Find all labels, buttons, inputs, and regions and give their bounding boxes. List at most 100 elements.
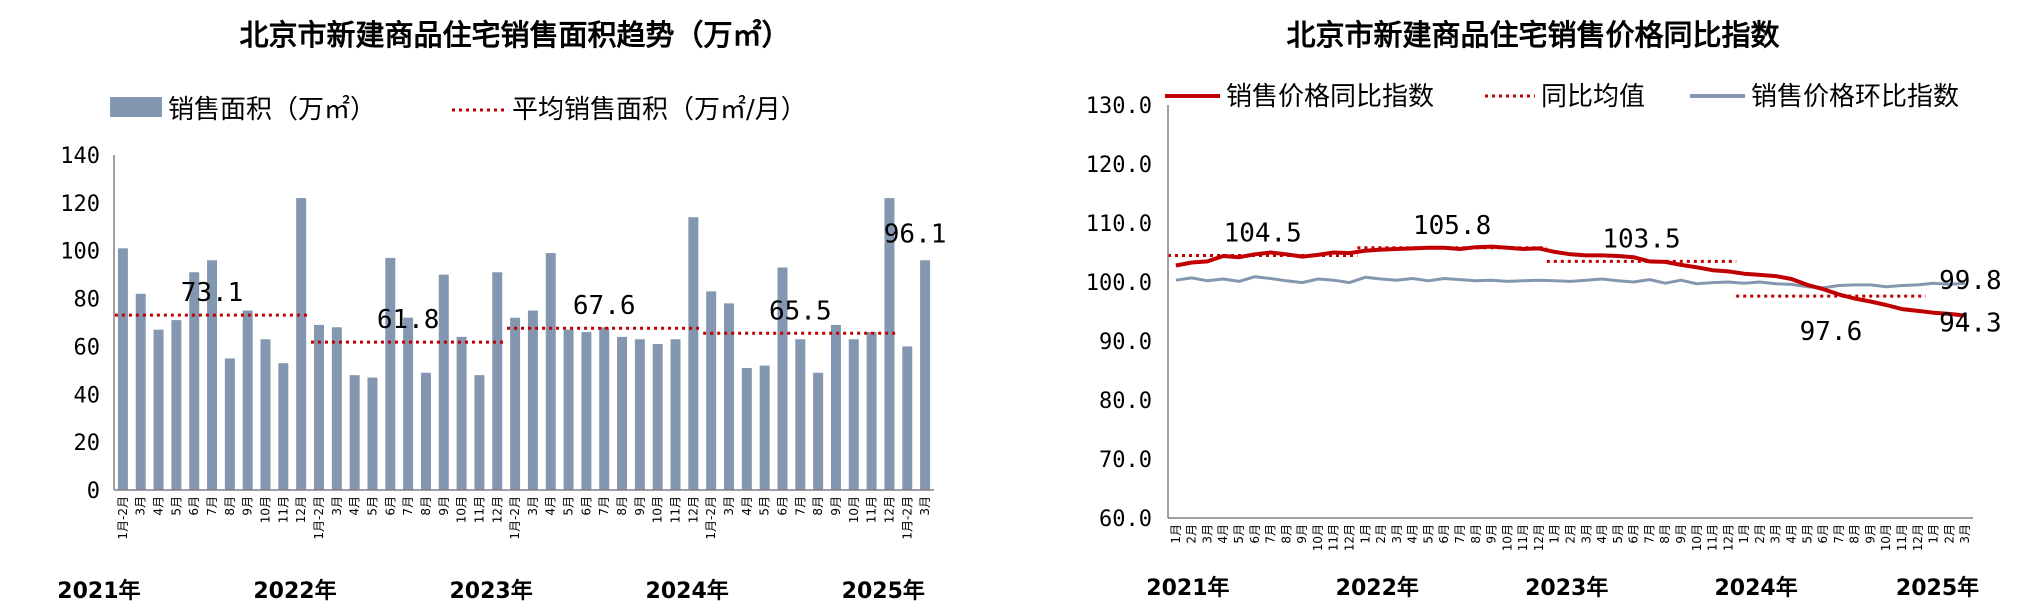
month-label: 12月 [1532,524,1546,551]
month-label: 3月 [1390,524,1404,544]
year-label: 2023年 [449,578,532,604]
month-label: 12月 [1721,524,1735,551]
month-label: 5月 [562,496,576,516]
sales-bar [296,198,307,491]
month-label: 8月 [1848,524,1862,544]
sales-bar [884,198,895,491]
month-label: 12月 [686,496,700,523]
month-label: 2月 [1753,524,1767,544]
month-label: 11月 [865,496,879,523]
year-label: 2025年 [1896,575,1979,601]
left-chart-title: 北京市新建商品住宅销售面积趋势（万㎡） [239,18,790,52]
month-label: 12月 [294,496,308,523]
month-label: 6月 [383,496,397,516]
month-label: 11月 [1895,524,1909,551]
sales-bar [759,365,770,490]
month-label: 1月-2月 [312,496,326,540]
left-y-tick-label: 80 [74,288,101,313]
sales-bar [902,346,913,490]
month-label: 3月 [1579,524,1593,544]
left-y-tick-label: 120 [60,192,100,217]
left-average-lines: 73.1 61.8 67.6 65.5 96.1 [114,219,946,344]
sales-bar [385,257,396,490]
sales-bar [670,339,681,490]
month-label: 8月 [1279,524,1293,544]
month-label: 9月 [633,496,647,516]
month-label: 12月 [1911,524,1925,551]
sales-bar [456,336,467,490]
year-label: 2024年 [1715,575,1798,601]
month-label: 6月 [1627,524,1641,544]
month-label: 1月-2月 [704,496,718,540]
right-y-tick-label: 70.0 [1099,448,1152,473]
average-label: 97.6 [1800,317,1863,347]
price-index-chart: 北京市新建商品住宅销售价格同比指数 销售价格同比指数 同比均值 销售价格环比指数… [1086,18,2002,601]
month-label: 5月 [169,496,183,516]
month-label: 11月 [472,496,486,523]
sales-bar [866,332,877,490]
month-label: 4月 [1216,524,1230,544]
month-label: 12月 [882,496,896,523]
month-label: 9月 [1295,524,1309,544]
sales-bar [848,339,859,490]
sales-bar [617,336,628,490]
year-label: 2022年 [1336,575,1419,601]
sales-bar [920,260,931,490]
month-label: 10月 [1879,524,1893,551]
sales-bar [117,248,128,490]
month-label: 11月 [276,496,290,523]
right-y-tick-label: 80.0 [1099,389,1152,414]
left-y-tick-label: 140 [60,144,100,169]
right-year-labels: 2021年 2022年 2023年 2024年 2025年 [1146,575,1979,601]
month-label: 7月 [1832,524,1846,544]
sales-bar [795,339,806,490]
right-annotations: 104.5 105.8 103.5 97.6 99.8 94.3 [1224,211,2002,347]
average-label: 67.6 [573,291,636,321]
sales-bar [688,217,699,490]
legend-avg-area: 平均销售面积（万㎡/月） [512,95,807,125]
month-label: 1月 [1548,524,1562,544]
legend-mom: 销售价格环比指数 [1751,82,1959,112]
month-label: 7月 [401,496,415,516]
month-label: 3月 [918,496,932,516]
month-label: 8月 [223,496,237,516]
right-y-tick-label: 120.0 [1086,153,1152,178]
month-label: 4月 [348,496,362,516]
month-label: 7月 [1453,524,1467,544]
month-label: 3月 [330,496,344,516]
average-label: 105.8 [1413,211,1491,241]
left-y-tick-label: 40 [74,383,101,408]
month-label: 6月 [187,496,201,516]
sales-bar [403,317,414,490]
month-label: 7月 [1642,524,1656,544]
mom-end-label: 99.8 [1939,266,2002,296]
sales-bar [634,339,645,490]
month-label: 4月 [1595,524,1609,544]
right-series-lines [1175,244,1966,318]
year-label: 2025年 [842,578,925,604]
left-y-tick-label: 100 [60,240,100,265]
sales-bar [420,372,431,490]
sales-bar [813,372,824,490]
month-label: 12月 [490,496,504,523]
month-label: 8月 [615,496,629,516]
month-label: 5月 [1421,524,1435,544]
month-label: 9月 [829,496,843,516]
month-label: 12月 [1343,524,1357,551]
right-y-tick-label: 130.0 [1086,94,1152,119]
legend-avg: 同比均值 [1541,82,1645,112]
month-label: 2月 [1185,524,1199,544]
month-label: 11月 [1516,524,1530,551]
sales-bar [563,329,574,490]
sales-area-chart: 北京市新建商品住宅销售面积趋势（万㎡） 销售面积（万㎡） 平均销售面积（万㎡/月… [57,18,946,604]
month-label: 11月 [1706,524,1720,551]
month-label: 6月 [1248,524,1262,544]
month-label: 10月 [455,496,469,523]
month-label: 5月 [1611,524,1625,544]
month-label: 4月 [1406,524,1420,544]
month-label: 2月 [1564,524,1578,544]
month-label: 1月 [1169,524,1183,544]
month-label: 1月 [1358,524,1372,544]
month-label: 7月 [597,496,611,516]
